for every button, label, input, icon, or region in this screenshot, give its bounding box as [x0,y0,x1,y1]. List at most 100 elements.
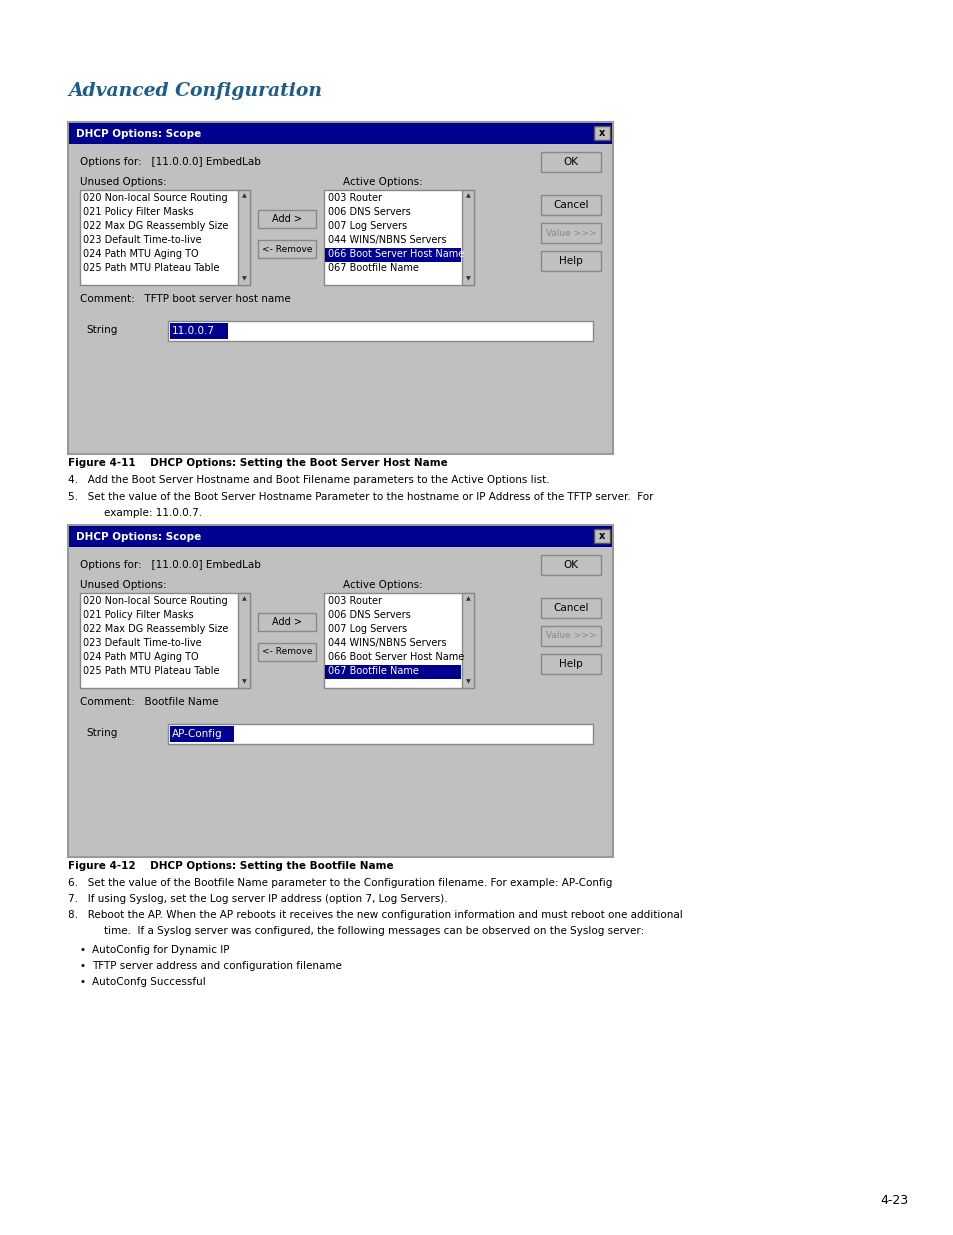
Bar [68,122,613,454]
Bar [325,664,460,679]
Text: Active Options:: Active Options: [343,580,422,590]
Bar [237,593,250,688]
Bar [170,324,228,338]
Text: OK: OK [563,559,578,571]
Text: 066 Boot Server Host Name: 066 Boot Server Host Name [328,249,464,259]
Text: <- Remove: <- Remove [261,245,312,253]
Text: String: String [86,727,117,739]
Text: String: String [86,325,117,335]
Bar [540,195,600,215]
Bar [540,655,600,674]
Text: Figure 4-11    DHCP Options: Setting the Boot Server Host Name: Figure 4-11 DHCP Options: Setting the Bo… [68,458,447,468]
Bar [325,248,460,262]
Text: Add >: Add > [272,618,302,627]
Bar [237,190,250,285]
Bar [257,613,315,631]
Text: 11.0.0.7: 11.0.0.7 [172,326,214,336]
Text: 4-23: 4-23 [879,1193,907,1207]
Bar [461,593,474,688]
Bar [257,643,315,661]
Bar [594,126,609,140]
Bar [168,321,593,341]
Text: Unused Options:: Unused Options: [80,580,167,590]
Text: •: • [80,945,86,955]
Bar [540,152,600,172]
Text: Options for:   [11.0.0.0] EmbedLab: Options for: [11.0.0.0] EmbedLab [80,559,260,571]
Text: Value >>>: Value >>> [545,228,596,237]
Bar [69,124,612,144]
Text: •: • [80,977,86,987]
Bar [540,626,600,646]
Text: 066 Boot Server Host Name: 066 Boot Server Host Name [328,652,464,662]
Text: 024 Path MTU Aging TO: 024 Path MTU Aging TO [83,249,198,259]
Bar [461,190,474,285]
Text: 006 DNS Servers: 006 DNS Servers [328,207,411,217]
Text: •: • [80,961,86,971]
Text: Cancel: Cancel [553,200,588,210]
Text: AutoConfig for Dynamic IP: AutoConfig for Dynamic IP [91,945,230,955]
Text: ▲: ▲ [241,597,246,601]
Text: Unused Options:: Unused Options: [80,177,167,186]
Text: ▼: ▼ [241,679,246,684]
Text: AutoConfg Successful: AutoConfg Successful [91,977,206,987]
Text: 021 Policy Filter Masks: 021 Policy Filter Masks [83,207,193,217]
Text: OK: OK [563,157,578,167]
Bar [80,593,250,688]
Text: Figure 4-12    DHCP Options: Setting the Bootfile Name: Figure 4-12 DHCP Options: Setting the Bo… [68,861,394,871]
Text: 4.   Add the Boot Server Hostname and Boot Filename parameters to the Active Opt: 4. Add the Boot Server Hostname and Boot… [68,475,549,485]
Text: Comment:   TFTP boot server host name: Comment: TFTP boot server host name [80,294,291,304]
Bar [594,529,609,543]
Text: 023 Default Time-to-live: 023 Default Time-to-live [83,638,201,648]
Text: 006 DNS Servers: 006 DNS Servers [328,610,411,620]
Text: Help: Help [558,256,582,266]
Text: Help: Help [558,659,582,669]
Bar [69,526,612,547]
Text: Comment:   Bootfile Name: Comment: Bootfile Name [80,697,218,706]
Bar [257,210,315,228]
Text: ▲: ▲ [465,597,470,601]
Text: Options for:   [11.0.0.0] EmbedLab: Options for: [11.0.0.0] EmbedLab [80,157,260,167]
Text: 044 WINS/NBNS Servers: 044 WINS/NBNS Servers [328,235,446,245]
Text: ▼: ▼ [241,277,246,282]
Text: 022 Max DG Reassembly Size: 022 Max DG Reassembly Size [83,624,228,634]
Text: 8.   Reboot the AP. When the AP reboots it receives the new configuration inform: 8. Reboot the AP. When the AP reboots it… [68,910,682,920]
Text: 025 Path MTU Plateau Table: 025 Path MTU Plateau Table [83,263,219,273]
Text: DHCP Options: Scope: DHCP Options: Scope [76,532,201,542]
Text: 6.   Set the value of the Bootfile Name parameter to the Configuration filename.: 6. Set the value of the Bootfile Name pa… [68,878,612,888]
Text: 003 Router: 003 Router [328,597,381,606]
Text: 044 WINS/NBNS Servers: 044 WINS/NBNS Servers [328,638,446,648]
Text: 7.   If using Syslog, set the Log server IP address (option 7, Log Servers).: 7. If using Syslog, set the Log server I… [68,894,447,904]
Text: 007 Log Servers: 007 Log Servers [328,624,407,634]
Text: 025 Path MTU Plateau Table: 025 Path MTU Plateau Table [83,666,219,676]
Text: AP-Config: AP-Config [172,729,222,739]
Text: Active Options:: Active Options: [343,177,422,186]
Text: Add >: Add > [272,214,302,224]
Bar [540,598,600,618]
Text: 5.   Set the value of the Boot Server Hostname Parameter to the hostname or IP A: 5. Set the value of the Boot Server Host… [68,492,653,501]
Bar [540,251,600,270]
Text: Advanced Configuration: Advanced Configuration [68,82,322,100]
Text: 007 Log Servers: 007 Log Servers [328,221,407,231]
Text: x: x [598,531,604,541]
Text: 022 Max DG Reassembly Size: 022 Max DG Reassembly Size [83,221,228,231]
Bar [257,240,315,258]
Text: 020 Non-local Source Routing: 020 Non-local Source Routing [83,193,228,203]
Text: 020 Non-local Source Routing: 020 Non-local Source Routing [83,597,228,606]
Text: Cancel: Cancel [553,603,588,613]
Text: ▲: ▲ [241,194,246,199]
Bar [540,224,600,243]
Text: ▼: ▼ [465,277,470,282]
Text: ▲: ▲ [465,194,470,199]
Bar [168,724,593,743]
Text: 021 Policy Filter Masks: 021 Policy Filter Masks [83,610,193,620]
Text: 067 Bootfile Name: 067 Bootfile Name [328,666,418,676]
Text: ▼: ▼ [465,679,470,684]
Text: x: x [598,128,604,138]
Text: DHCP Options: Scope: DHCP Options: Scope [76,128,201,140]
Text: 003 Router: 003 Router [328,193,381,203]
Text: example: 11.0.0.7.: example: 11.0.0.7. [78,508,202,517]
Bar [68,525,613,857]
Text: 024 Path MTU Aging TO: 024 Path MTU Aging TO [83,652,198,662]
Bar [80,190,250,285]
Bar [324,190,474,285]
